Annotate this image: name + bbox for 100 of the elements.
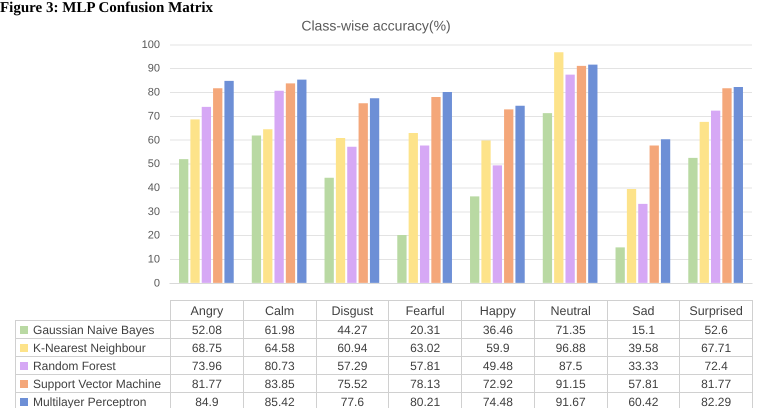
data-label: 63.02 [388,338,462,356]
bar [700,122,709,283]
bar [431,96,441,283]
legend-label: K-Nearest Neighbour [16,338,170,356]
data-label: 64.58 [243,338,316,356]
data-label: 60.94 [316,338,389,356]
data-label: 68.75 [170,338,244,356]
y-tick-label: 60 [148,134,160,146]
caption: Figure 3: MLP Confusion Matrix [0,0,214,16]
data-label: 20.31 [388,320,462,338]
x-tick-label: Calm [243,300,316,320]
bar [504,109,514,283]
bar [710,110,720,283]
data-label: 36.46 [462,320,534,338]
data-label: 87.5 [534,356,607,374]
y-tick-label: 90 [148,62,160,75]
bar [336,138,346,283]
bar [252,136,262,283]
bar [542,113,552,283]
data-label: 57.81 [607,374,680,392]
data-label: 84.9 [170,392,244,408]
y-tick-label: 10 [148,254,160,266]
data-label: 73.96 [170,356,244,374]
data-label: 91.67 [534,392,607,408]
data-label: 81.77 [170,374,244,392]
data-label: 61.98 [243,320,316,338]
chart-title: Class-wise accuracy(%) [301,17,451,34]
x-tick-label: Happy [462,300,534,320]
data-label: 67.71 [680,338,752,356]
bar [420,145,430,283]
y-tick-label: 0 [154,277,160,290]
bar [626,188,636,283]
data-label: 82.29 [680,392,752,408]
bar [734,87,743,283]
bar [554,52,564,283]
legend-label: Multilayer Perceptron [16,392,170,408]
bar [515,106,525,283]
bar [588,64,598,283]
data-label: 96.88 [534,338,607,356]
x-tick-label: Neutral [534,300,607,320]
data-label: 52.08 [170,320,244,338]
bar [202,106,212,283]
bar [408,133,418,283]
legend-label: Support Vector Machine [16,374,170,392]
bar [274,90,284,283]
bar [576,66,586,283]
data-label: 72.92 [462,374,534,392]
x-tick-label: Surprised [680,300,752,320]
data-label: 78.13 [388,374,462,392]
data-label: 72.4 [680,356,752,374]
bar [616,247,625,283]
bar [297,80,306,283]
data-label: 44.27 [316,320,389,338]
bar [324,178,334,283]
bar [213,88,222,283]
data-label: 77.6 [316,392,389,408]
bar [688,158,698,283]
data-label: 52.6 [680,320,752,338]
bar [358,103,368,283]
x-tick-label: Sad [607,300,680,320]
bar [370,98,380,283]
data-label: 57.29 [316,356,389,374]
data-label: 80.73 [243,356,316,374]
data-label: 57.81 [388,356,462,374]
bar [224,80,234,283]
data-label: 74.48 [462,392,534,408]
y-tick-label: 70 [148,110,160,122]
data-label: 81.77 [680,374,752,392]
bar [286,83,296,283]
data-label: 75.52 [316,374,389,392]
bar [650,145,659,283]
bar [638,204,648,283]
bar [179,159,188,283]
x-tick-label: Disgust [316,300,389,320]
y-tick-label: 100 [142,38,160,51]
bar [263,129,272,283]
data-label: 91.15 [534,374,607,392]
data-label: 85.42 [243,392,316,408]
bar [347,146,357,283]
legend-label: Random Forest [16,356,170,374]
bar [722,88,732,283]
bar [190,119,200,283]
data-label: 49.48 [462,356,534,374]
y-tick-label: 20 [148,230,160,242]
data-label: 80.21 [388,392,462,408]
y-tick-label: 80 [148,86,160,99]
y-tick-label: 50 [148,158,160,170]
data-label: 15.1 [607,320,680,338]
x-tick-label: Fearful [388,300,462,320]
y-tick-label: 30 [148,206,160,218]
data-label: 83.85 [243,374,316,392]
legend-label: Gaussian Naive Bayes [16,320,170,338]
bar [470,196,480,283]
bar [397,234,407,283]
bar [492,165,502,283]
data-label: 39.58 [607,338,680,356]
bar [660,139,670,283]
data-label: 33.33 [607,356,680,374]
bar [481,140,491,283]
x-tick-label: Angry [170,300,244,320]
